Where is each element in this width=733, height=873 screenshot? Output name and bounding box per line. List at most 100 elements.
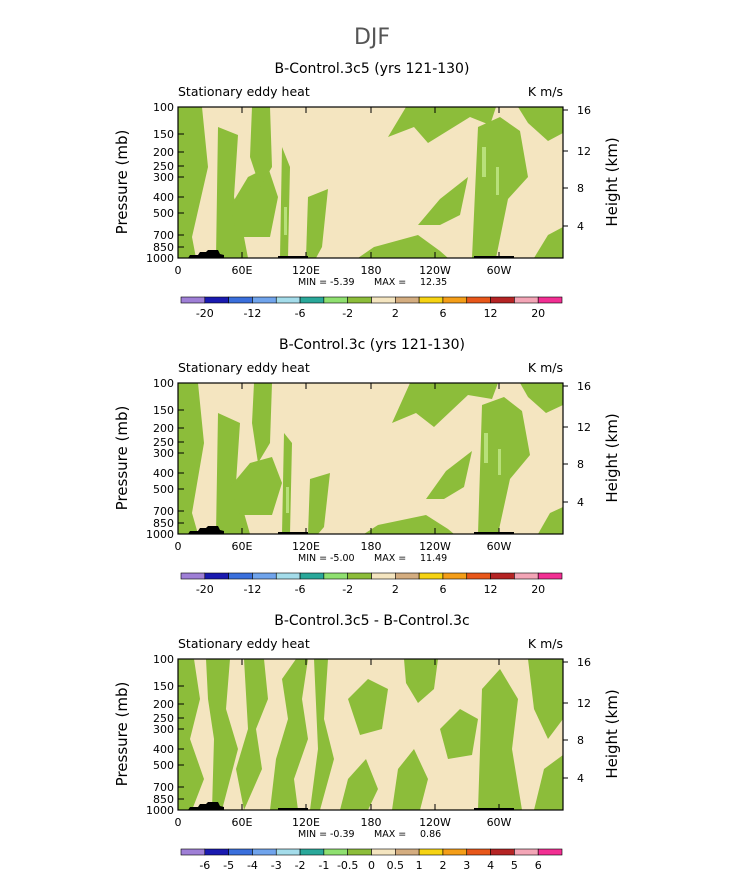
colorbar-swatch: [275, 572, 301, 580]
contour-region: [250, 107, 272, 187]
contour-region: [478, 669, 522, 810]
colorbar-swatch: [466, 296, 491, 304]
stat-max-value: 0.86: [420, 829, 441, 840]
topography: [474, 256, 514, 258]
y-tick-label: 500: [153, 207, 174, 220]
contour-region: [252, 383, 272, 463]
y-tick-label: 250: [153, 160, 174, 173]
contour-streak: [284, 207, 287, 235]
contour-region: [206, 659, 238, 810]
y-tick-label: 400: [153, 467, 174, 480]
y-tick-label: 700: [153, 505, 174, 518]
colorbar-swatch: [418, 848, 444, 856]
colorbar-swatch: [418, 572, 444, 580]
y2-axis-label: Height (km): [603, 137, 621, 226]
colorbar-tick-label: 12: [484, 583, 498, 596]
contour-region: [404, 659, 438, 703]
chart-subtitle-left: Stationary eddy heat: [178, 636, 310, 651]
colorbar-swatch: [490, 848, 515, 856]
contour-region: [520, 383, 563, 413]
stat-max-label: MAX =: [374, 829, 406, 840]
colorbar-swatch: [466, 848, 491, 856]
colorbar-swatch: [514, 572, 539, 580]
contour-region: [392, 749, 428, 810]
x-tick-label: 60W: [487, 540, 512, 553]
y-tick-label: 200: [153, 422, 174, 435]
contour-region: [270, 659, 308, 810]
contour-region: [358, 235, 448, 258]
contour-region: [178, 383, 204, 534]
colorbar-tick-label: 12: [484, 307, 498, 320]
chart-subtitle-right: K m/s: [528, 360, 563, 375]
stat-min-label: MIN =: [298, 829, 327, 840]
colorbar-swatch: [418, 296, 444, 304]
chart-subtitle-right: K m/s: [528, 84, 563, 99]
y-axis-label: Pressure (mb): [113, 682, 131, 787]
x-tick-label: 0: [175, 816, 182, 829]
colorbar-tick-label: -20: [196, 583, 214, 596]
y2-tick-label: 8: [577, 182, 584, 195]
y-tick-label: 500: [153, 483, 174, 496]
y2-tick-label: 16: [577, 104, 591, 117]
colorbar-swatch: [395, 848, 420, 856]
contour-streak: [286, 487, 289, 513]
x-tick-label: 120E: [292, 540, 320, 553]
y-tick-label: 700: [153, 229, 174, 242]
stat-max-label: MAX =: [374, 277, 406, 288]
colorbar-tick-label: -2: [295, 859, 306, 872]
colorbar-tick-label: -1: [318, 859, 329, 872]
stat-min-value: -0.39: [330, 829, 355, 840]
x-tick-label: 0: [175, 540, 182, 553]
colorbar-swatch: [204, 572, 229, 580]
contour-region: [178, 107, 208, 258]
x-tick-label: 60E: [232, 264, 253, 277]
colorbar-tick-label: -0.5: [337, 859, 358, 872]
y2-tick-label: 16: [577, 656, 591, 669]
stat-min-value: -5.00: [330, 553, 355, 564]
colorbar-swatch: [466, 572, 491, 580]
contour-region: [310, 659, 334, 810]
colorbar-swatch: [180, 572, 206, 580]
colorbar-swatch: [395, 296, 420, 304]
contour-region: [230, 457, 282, 515]
colorbar-tick-label: 2: [392, 307, 399, 320]
y-tick-label: 300: [153, 723, 174, 736]
colorbar-swatch: [228, 848, 253, 856]
colorbar-swatch: [228, 296, 253, 304]
y-tick-label: 1000: [146, 252, 174, 265]
figure-title: DJF: [354, 25, 390, 50]
topography: [188, 802, 224, 810]
colorbar-swatch: [252, 296, 277, 304]
colorbar-tick-label: -12: [243, 307, 261, 320]
y2-tick-label: 8: [577, 458, 584, 471]
contour-region: [534, 227, 563, 258]
colorbar-tick-label: -6: [295, 307, 306, 320]
y-tick-label: 150: [153, 680, 174, 693]
colorbar-swatch: [514, 296, 539, 304]
colorbar-tick-label: -12: [243, 583, 261, 596]
colorbar-tick-label: -2: [342, 583, 353, 596]
stat-max-label: MAX =: [374, 553, 406, 564]
y2-tick-label: 4: [577, 220, 584, 233]
y-tick-label: 700: [153, 781, 174, 794]
y-axis-label: Pressure (mb): [113, 406, 131, 511]
colorbar-tick-label: 1: [416, 859, 423, 872]
colorbar-tick-label: 20: [531, 307, 545, 320]
contour-region: [418, 177, 468, 225]
y-tick-label: 300: [153, 447, 174, 460]
y-tick-label: 250: [153, 712, 174, 725]
y-tick-label: 400: [153, 743, 174, 756]
y-tick-label: 100: [153, 101, 174, 114]
contour-region: [538, 507, 563, 534]
y-tick-label: 500: [153, 759, 174, 772]
contour-region: [388, 107, 496, 143]
colorbar-swatch: [442, 572, 468, 580]
topography: [188, 250, 224, 258]
y-tick-label: 200: [153, 698, 174, 711]
colorbar-tick-label: 0: [368, 859, 375, 872]
contour-streak: [482, 147, 486, 177]
colorbar-tick-label: 20: [531, 583, 545, 596]
colorbar-swatch: [204, 296, 229, 304]
stat-max-value: 12.35: [420, 277, 447, 288]
y-axis-label: Pressure (mb): [113, 130, 131, 235]
